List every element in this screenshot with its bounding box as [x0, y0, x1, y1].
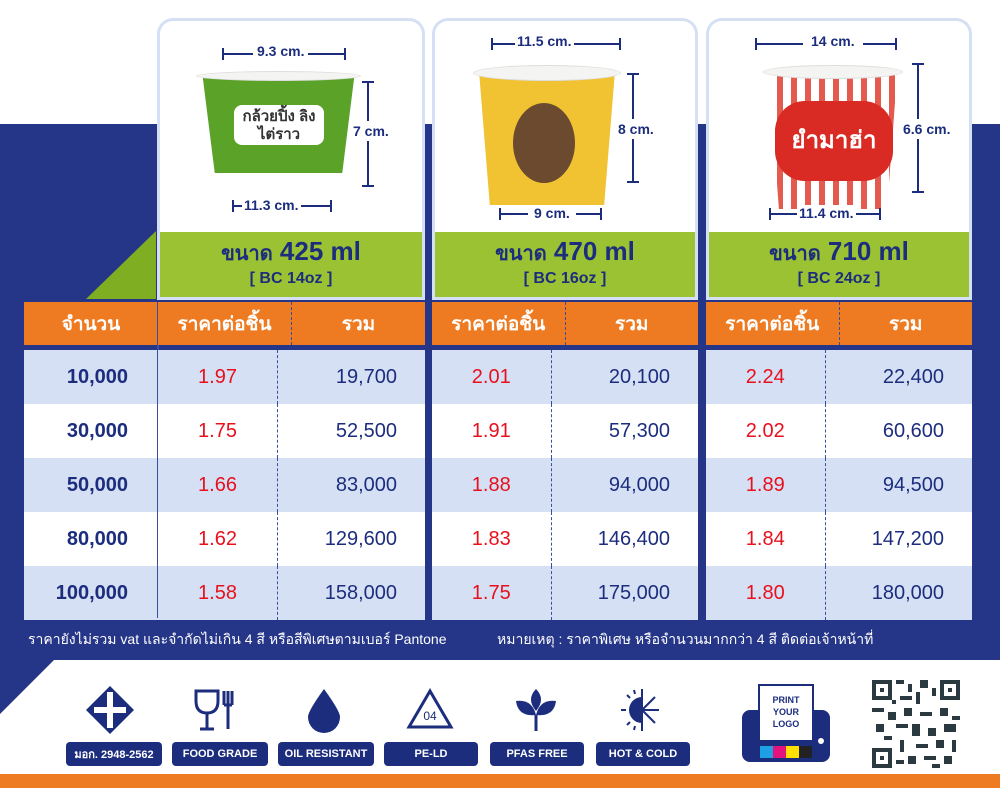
price-header: ราคาต่อชิ้น รวม — [432, 302, 698, 345]
table-row: 1.89 94,500 — [706, 458, 972, 512]
oil-drop-icon — [296, 684, 352, 736]
price-header: ราคาต่อชิ้น รวม — [706, 302, 972, 345]
total-header: รวม — [889, 313, 923, 335]
price-table-710ml: ราคาต่อชิ้น รวม 2.24 22,400 2.02 60,600 1.… — [706, 302, 972, 620]
cup-logo — [513, 103, 575, 183]
table-row: 10,000 — [24, 350, 158, 404]
notes-bar: ราคายังไม่รวม vat และจำกัดไม่เกิน 4 สี ห… — [0, 620, 1000, 660]
cup-image-area: 11.5 cm. 8 cm. 9 cm. — [435, 21, 695, 232]
table-row: 1.75 52,500 — [158, 404, 425, 458]
table-row: 1.58 158,000 — [158, 566, 425, 620]
size-prefix: ขนาด — [769, 243, 821, 265]
badge-oil-resistant: OIL RESISTANT — [278, 742, 374, 766]
tis-standard-icon — [82, 684, 138, 736]
table-row: 80,000 — [24, 512, 158, 566]
table-row: 2.24 22,400 — [706, 350, 972, 404]
table-row: 1.80 180,000 — [706, 566, 972, 620]
quantity-column: จำนวน 10,000 30,000 50,000 80,000 100,00… — [24, 302, 158, 620]
leaf-icon — [508, 684, 564, 736]
table-row: 1.66 83,000 — [158, 458, 425, 512]
table-row: 50,000 — [24, 458, 158, 512]
size-band: ขนาด 710 ml [ BC 24oz ] — [709, 232, 969, 300]
size-prefix: ขนาด — [495, 243, 547, 265]
size-band: ขนาด 425 ml [ BC 14oz ] — [160, 232, 422, 300]
table-row: 2.02 60,600 — [706, 404, 972, 458]
qr-code[interactable] — [868, 676, 964, 772]
size-value: 710 ml — [827, 236, 909, 266]
total-header: รวม — [615, 313, 649, 335]
size-code: [ BC 14oz ] — [249, 270, 333, 287]
price-header: ราคาต่อชิ้น รวม — [158, 302, 425, 345]
cup-image-area: 9.3 cm. กล้วยปิ้ง ลิงไต่ราว 7 cm. 11.3 c… — [160, 21, 422, 232]
size-value: 425 ml — [279, 236, 361, 266]
table-row: 1.84 147,200 — [706, 512, 972, 566]
bottom-diameter-label: 11.4 cm. — [797, 205, 856, 221]
table-row: 2.01 20,100 — [432, 350, 698, 404]
price-table-425ml: ราคาต่อชิ้น รวม 1.97 19,700 1.75 52,500 1.… — [158, 302, 425, 620]
product-card-470ml: 11.5 cm. 8 cm. 9 cm. ขนาด 470 ml [ BC 16… — [432, 18, 698, 300]
orange-footer-strip — [0, 774, 1000, 788]
size-code: [ BC 16oz ] — [523, 270, 607, 287]
table-row: 1.91 57,300 — [432, 404, 698, 458]
top-diameter-label: 9.3 cm. — [253, 43, 309, 59]
cup-image-yellow — [473, 65, 621, 205]
cup-brand-label: ยำมาฮ่า — [775, 101, 893, 181]
cup-brand-label: กล้วยปิ้ง ลิงไต่ราว — [234, 105, 324, 145]
table-row: 100,000 — [24, 566, 158, 620]
height-label: 6.6 cm. — [903, 119, 951, 139]
price-table-470ml: ราคาต่อชิ้น รวม 2.01 20,100 1.91 57,300 1.… — [432, 302, 698, 620]
top-diameter-label: 14 cm. — [803, 33, 863, 49]
total-header: รวม — [341, 313, 376, 335]
food-grade-icon — [186, 684, 242, 736]
print-your-logo-icon: PRINT YOUR LOGO — [738, 682, 834, 772]
quantity-header: จำนวน — [24, 302, 158, 345]
cup-image-green: กล้วยปิ้ง ลิงไต่ราว — [196, 71, 361, 173]
table-row: 1.97 19,700 — [158, 350, 425, 404]
size-band: ขนาด 470 ml [ BC 16oz ] — [435, 232, 695, 300]
cup-image-red: ยำมาฮ่า — [763, 65, 903, 209]
unit-price-header: ราคาต่อชิ้น — [158, 302, 292, 345]
badge-pfas-free: PFAS FREE — [490, 742, 584, 766]
badge-hot-cold: HOT & COLD — [596, 742, 690, 766]
unit-price-header: ราคาต่อชิ้น — [432, 302, 566, 345]
cup-image-area: 14 cm. ยำมาฮ่า 6.6 cm. 11.4 cm. — [709, 21, 969, 232]
table-row: 1.75 175,000 — [432, 566, 698, 620]
table-row: 1.88 94,000 — [432, 458, 698, 512]
product-card-710ml: 14 cm. ยำมาฮ่า 6.6 cm. 11.4 cm. ขนาด 710… — [706, 18, 972, 300]
badge-food-grade: FOOD GRADE — [172, 742, 268, 766]
size-code: [ BC 24oz ] — [797, 270, 881, 287]
bottom-diameter-label: 9 cm. — [528, 205, 576, 221]
hot-cold-icon — [614, 684, 670, 736]
height-label: 8 cm. — [618, 119, 654, 139]
top-diameter-label: 11.5 cm. — [515, 33, 574, 49]
vat-note: ราคายังไม่รวม vat และจำกัดไม่เกิน 4 สี ห… — [28, 631, 447, 647]
table-row: 1.83 146,400 — [432, 512, 698, 566]
height-label: 7 cm. — [353, 121, 389, 141]
svg-text:04: 04 — [423, 709, 437, 723]
product-card-425ml: 9.3 cm. กล้วยปิ้ง ลิงไต่ราว 7 cm. 11.3 c… — [157, 18, 425, 300]
size-prefix: ขนาด — [221, 243, 273, 265]
badge-tis: มอก. 2948-2562 — [66, 742, 162, 766]
table-row: 30,000 — [24, 404, 158, 458]
bottom-diameter-label: 11.3 cm. — [242, 197, 301, 213]
remark-note: หมายเหตุ : ราคาพิเศษ หรือจำนวนมากกว่า 4 … — [497, 631, 874, 647]
unit-price-header: ราคาต่อชิ้น — [706, 302, 840, 345]
recycle-04-icon: 04 — [402, 684, 458, 736]
size-value: 470 ml — [553, 236, 635, 266]
badge-pe-ld: PE-LD — [384, 742, 478, 766]
table-row: 1.62 129,600 — [158, 512, 425, 566]
